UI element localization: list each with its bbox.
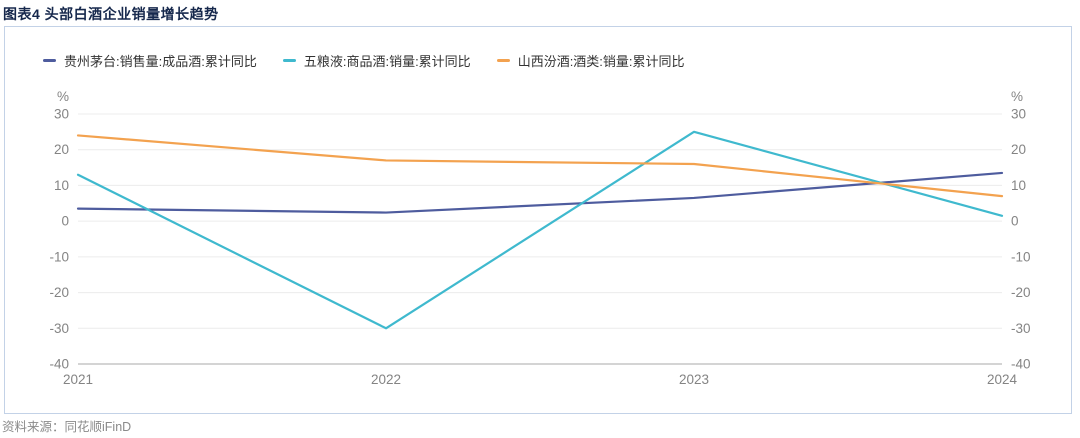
y-axis-unit-right: % [1011,89,1023,104]
line-marker-icon [496,59,510,62]
legend-item-fenjiu: 山西汾酒:酒类:销量:累计同比 [496,51,685,70]
series-line [76,134,1004,198]
line-marker-icon [282,59,296,62]
y-tick-right: 0 [1011,214,1019,229]
y-tick-right: -30 [1011,321,1031,336]
legend-label: 五粮液:商品酒:销量:累计同比 [303,54,471,69]
y-tick-left: 20 [54,142,69,157]
chart-title: 图表4 头部白酒企业销量增长趋势 [3,6,219,22]
y-tick-left: 0 [61,214,69,229]
y-tick-right: -10 [1011,249,1031,264]
y-tick-left: 10 [54,178,69,193]
line-marker-icon [43,59,56,62]
chart-legend: 贵州茅台:销售量:成品酒:累计同比 五粮液:商品酒:销量:累计同比 山西汾酒:酒… [43,51,685,70]
x-tick: 2023 [679,372,709,387]
y-tick-left: -30 [49,321,69,336]
y-tick-left: -20 [49,285,69,300]
y-tick-right: 10 [1011,178,1026,193]
x-tick: 2022 [371,372,401,387]
x-tick: 2024 [987,372,1018,387]
legend-item-moutai: 贵州茅台:销售量:成品酒:累计同比 [43,51,257,70]
y-axis-unit-left: % [57,89,69,104]
legend-label: 山西汾酒:酒类:销量:累计同比 [517,54,685,69]
y-tick-right: 30 [1011,107,1026,122]
series-line [76,171,1004,214]
legend-item-wuliangye: 五粮液:商品酒:销量:累计同比 [282,51,471,70]
y-tick-right: -40 [1011,357,1031,372]
y-tick-left: -40 [49,357,69,372]
y-tick-left: 30 [54,107,69,122]
series-line [76,130,1004,330]
chart-panel: -40 -40 -30 -30 -20 -20 -10 -10 0 0 10 10 20 20 30 30%%… [4,26,1072,414]
y-tick-left: -10 [49,249,69,264]
y-tick-right: -20 [1011,285,1031,300]
chart-svg: -40 -40 -30 -30 -20 -20 -10 -10 0 0 10 10 20 20 30 30%%… [49,89,1031,387]
x-tick: 2021 [63,372,93,387]
data-source: 资料来源：同花顺iFinD [2,420,132,434]
legend-label: 贵州茅台:销售量:成品酒:累计同比 [64,54,257,69]
y-tick-right: 20 [1011,142,1026,157]
